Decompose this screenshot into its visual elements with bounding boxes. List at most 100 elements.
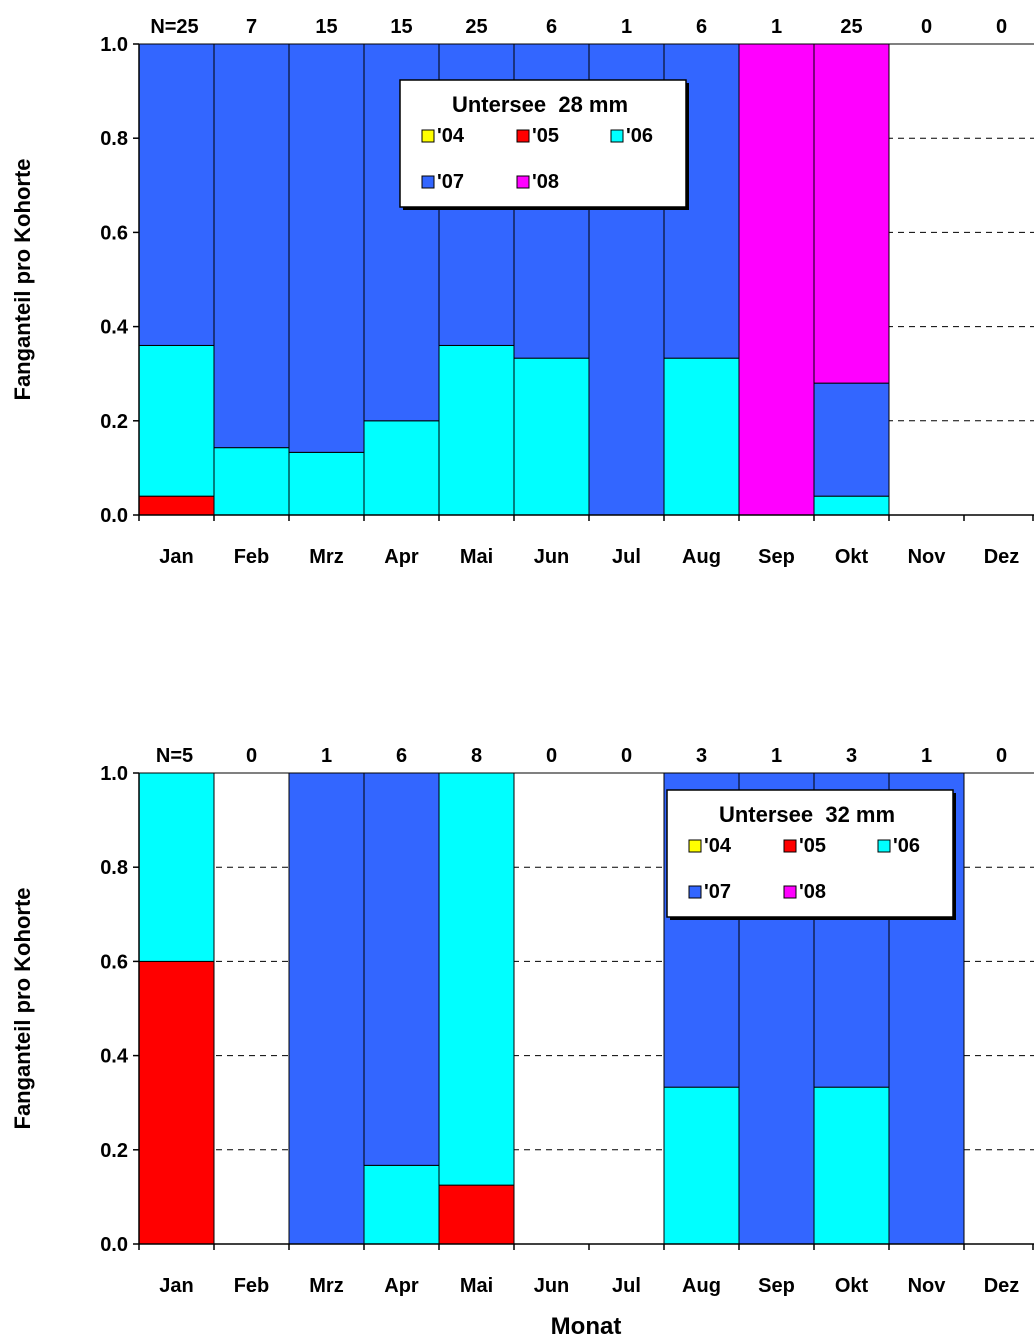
sample-count-label: 1: [771, 16, 782, 38]
legend-swatch: [783, 839, 797, 853]
legend-entry-label: '07: [704, 881, 731, 903]
x-tick-label-mai: Mai: [460, 1275, 493, 1297]
x-tick-label-jun: Jun: [534, 546, 570, 568]
legend-title: Untersee 32 mm: [719, 802, 895, 827]
legend-entry-label: '08: [799, 881, 826, 903]
bar-segment-jan: [138, 344, 215, 497]
y-tick-label: 0.4: [100, 1046, 129, 1068]
y-axis-label: Fanganteil pro Kohorte: [10, 159, 35, 401]
sample-count-label: 3: [846, 745, 857, 767]
sample-count-label: 8: [471, 745, 482, 767]
x-tick-label-sep: Sep: [758, 546, 795, 568]
bar-segment-mai: [438, 344, 515, 516]
y-axis-label: Fanganteil pro Kohorte: [10, 888, 35, 1130]
sample-count-label: 25: [465, 16, 487, 38]
sample-count-label: 6: [696, 16, 707, 38]
x-tick-label-mai: Mai: [460, 546, 493, 568]
bar-segment-mai: [438, 772, 515, 1186]
legend: Untersee 32 mm '04 '05 '06 '07 '08: [666, 789, 956, 920]
legend: Untersee 28 mm '04 '05 '06 '07 '08: [399, 79, 689, 210]
y-tick-label: 1.0: [100, 34, 128, 56]
chart-panel-bottom: 0.0 0.2 0.4 0.6 0.8 1.0 Jan N=5 Feb 0 Mrz 1 Apr 6 Mai 8…: [10, 745, 1034, 1340]
bar-segment-jun: [513, 357, 590, 516]
sample-count-label: 1: [321, 745, 332, 767]
x-tick-label-dez: Dez: [984, 1275, 1020, 1297]
x-tick-label-jan: Jan: [159, 1275, 193, 1297]
bar-segment-feb: [213, 43, 290, 449]
y-tick-label: 0.6: [100, 222, 128, 244]
legend-title: Untersee 28 mm: [452, 92, 628, 117]
legend-swatch: [516, 175, 530, 189]
x-tick-label-jun: Jun: [534, 1275, 570, 1297]
sample-count-label: 3: [696, 745, 707, 767]
bar-segment-mrz: [288, 43, 365, 453]
y-tick-label: 1.0: [100, 763, 128, 785]
x-tick-label-feb: Feb: [234, 546, 270, 568]
bar-segment-feb: [213, 447, 290, 516]
x-tick-label-apr: Apr: [384, 546, 419, 568]
y-tick-label: 0.2: [100, 411, 128, 433]
y-tick-label: 0.2: [100, 1140, 128, 1162]
x-tick-label-nov: Nov: [908, 546, 947, 568]
y-tick-label: 0.0: [100, 1234, 128, 1256]
bar-segment-mrz: [288, 451, 365, 516]
legend-entry-label: '07: [437, 171, 464, 193]
legend-swatch: [421, 175, 435, 189]
legend-swatch: [783, 885, 797, 899]
legend-entry-label: '04: [704, 835, 732, 857]
x-tick-label-mrz: Mrz: [309, 1275, 343, 1297]
bar-segment-mai: [438, 1184, 515, 1245]
sample-count-label: 0: [546, 745, 557, 767]
bar-segment-mrz: [288, 772, 365, 1245]
bar-segment-okt: [813, 495, 890, 516]
sample-count-label: 0: [621, 745, 632, 767]
sample-count-label: 25: [840, 16, 862, 38]
bar-segment-apr: [363, 772, 440, 1166]
y-tick-label: 0.6: [100, 951, 128, 973]
legend-entry-label: '05: [799, 835, 826, 857]
x-tick-label-jul: Jul: [612, 1275, 641, 1297]
x-tick-label-feb: Feb: [234, 1275, 270, 1297]
x-tick-label-okt: Okt: [835, 546, 869, 568]
legend-entry-label: '04: [437, 125, 465, 147]
sample-count-label: 6: [546, 16, 557, 38]
sample-count-label: 0: [246, 745, 257, 767]
sample-count-label: 7: [246, 16, 257, 38]
bar-segment-jan: [138, 495, 215, 516]
x-tick-label-sep: Sep: [758, 1275, 795, 1297]
legend-entry-label: '06: [893, 835, 920, 857]
legend-swatch: [688, 839, 702, 853]
bar-segment-sep: [738, 43, 815, 516]
x-tick-label-dez: Dez: [984, 546, 1020, 568]
sample-count-label: 0: [996, 745, 1007, 767]
legend-box: [399, 79, 687, 208]
sample-count-label: 0: [921, 16, 932, 38]
legend-swatch: [421, 129, 435, 143]
x-tick-label-jan: Jan: [159, 546, 193, 568]
x-tick-label-okt: Okt: [835, 1275, 869, 1297]
x-tick-label-aug: Aug: [682, 546, 721, 568]
bar-segment-jan: [138, 960, 215, 1245]
x-axis-label: Monat: [551, 1313, 622, 1340]
chart-panel-top: 0.0 0.2 0.4 0.6 0.8 1.0 Jan N=25 Feb 7 Mrz 15 Apr 15 M…: [10, 16, 1034, 568]
x-tick-label-apr: Apr: [384, 1275, 419, 1297]
bar-segment-aug: [663, 1086, 740, 1245]
legend-entry-label: '08: [532, 171, 559, 193]
bar-segment-jan: [138, 43, 215, 346]
y-tick-label: 0.8: [100, 128, 128, 150]
y-tick-label: 0.8: [100, 857, 128, 879]
sample-count-label: 6: [396, 745, 407, 767]
legend-swatch: [610, 129, 624, 143]
y-tick-label: 0.0: [100, 505, 128, 527]
sample-count-label: 0: [996, 16, 1007, 38]
legend-swatch: [877, 839, 891, 853]
x-tick-label-jul: Jul: [612, 546, 641, 568]
sample-count-label: 1: [771, 745, 782, 767]
sample-count-label: N=5: [156, 745, 193, 767]
sample-count-label: N=25: [150, 16, 198, 38]
sample-count-label: 15: [390, 16, 412, 38]
sample-count-label: 1: [921, 745, 932, 767]
bar-segment-okt: [813, 43, 890, 384]
x-tick-label-mrz: Mrz: [309, 546, 343, 568]
